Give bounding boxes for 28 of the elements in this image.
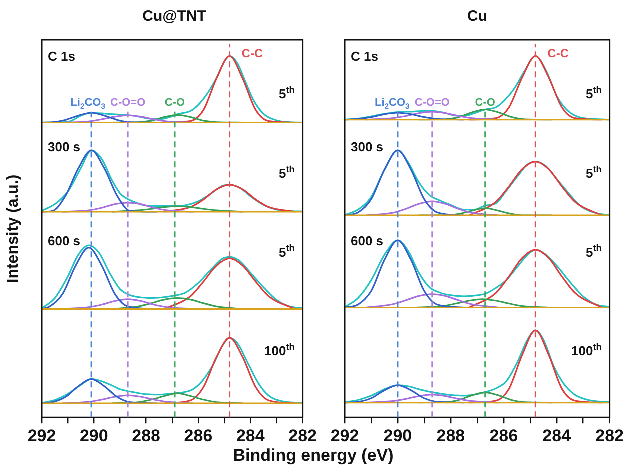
ref-line-label: C-C	[242, 46, 264, 60]
y-axis-title: Intensity (a.u.)	[5, 174, 23, 286]
x-tick-label: 284	[236, 426, 266, 446]
ref-line-label: C-O	[475, 96, 496, 109]
ref-line-label: C-O=O	[110, 96, 146, 109]
x-axis-title: Binding energy (eV)	[232, 446, 395, 466]
x-tick-label: 288	[436, 426, 466, 446]
x-tick-label: 290	[384, 426, 412, 446]
chart-title: Cu@TNT	[142, 8, 208, 25]
annotation: 300 s	[48, 139, 81, 154]
x-tick-label: 288	[132, 426, 161, 446]
x-tick-label: 292	[28, 426, 56, 446]
annotation: C 1s	[351, 48, 378, 64]
x-tick-label: 286	[490, 426, 518, 446]
annotation: C 1s	[48, 48, 76, 64]
x-tick-label: 284	[542, 426, 572, 446]
x-tick-label: 292	[330, 426, 360, 446]
annotation: 600 s	[351, 234, 384, 249]
x-tick-label: 286	[184, 426, 213, 446]
x-tick-label: 282	[596, 426, 624, 446]
x-tick-label: 282	[288, 426, 318, 446]
ref-line-label: C-O=O	[414, 96, 450, 109]
annotation: 300 s	[351, 139, 384, 154]
x-tick-label: 290	[80, 426, 108, 446]
ref-line-label: C-C	[548, 46, 570, 60]
chart-title: Cu	[466, 8, 488, 25]
annotation: 600 s	[48, 234, 81, 249]
ref-line-label: C-O	[164, 96, 186, 109]
